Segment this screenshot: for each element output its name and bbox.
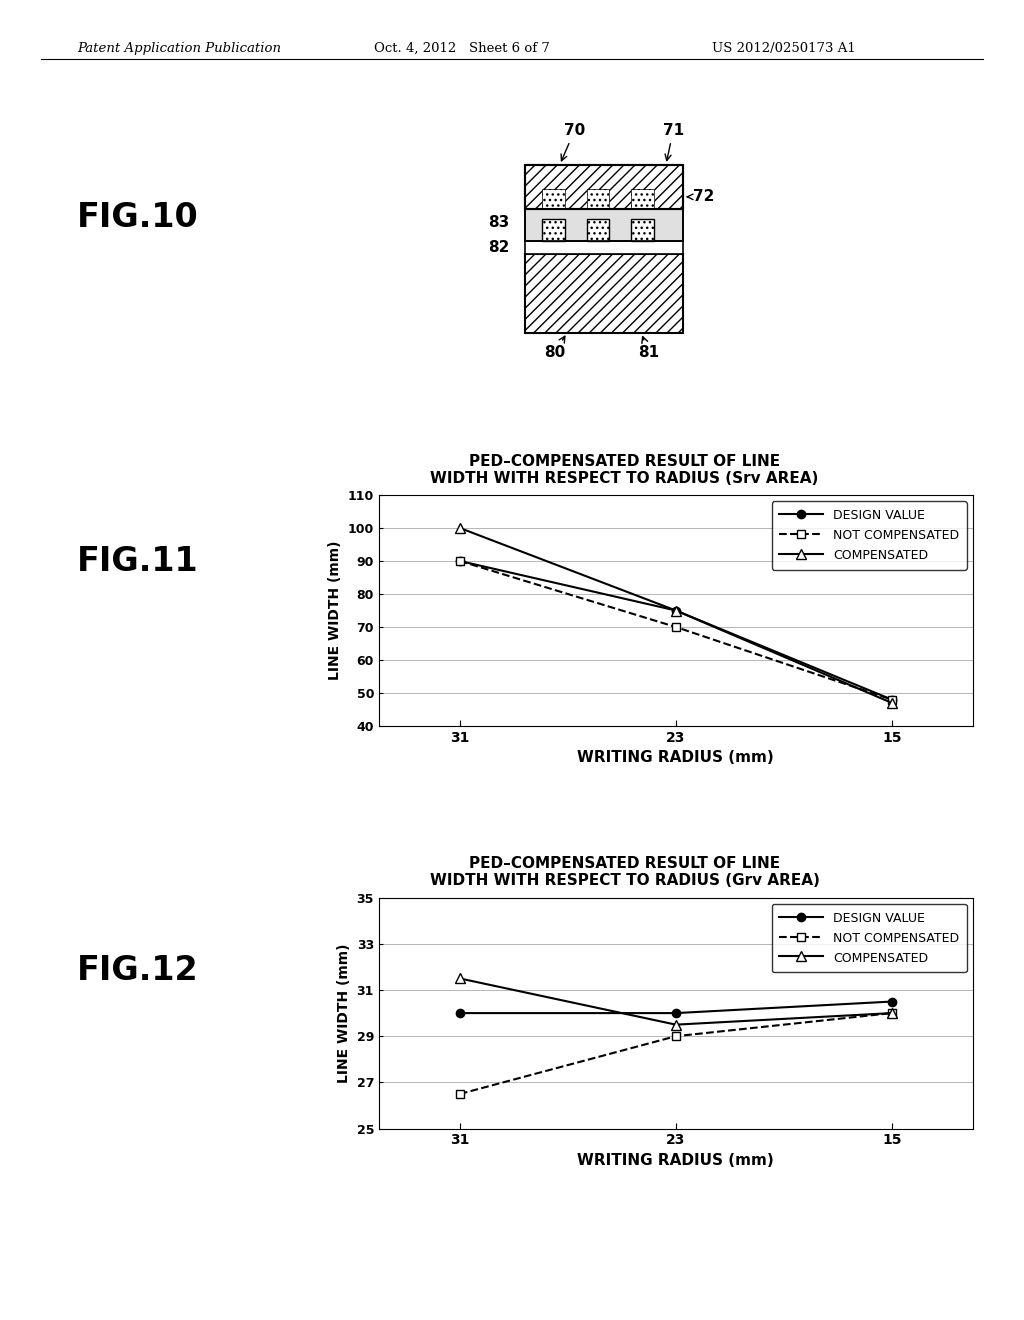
Bar (632, 219, 653, 242)
X-axis label: WRITING RADIUS (mm): WRITING RADIUS (mm) (578, 750, 774, 766)
Text: WIDTH WITH RESPECT TO RADIUS (Srv AREA): WIDTH WITH RESPECT TO RADIUS (Srv AREA) (430, 471, 819, 486)
Legend: DESIGN VALUE, NOT COMPENSATED, COMPENSATED: DESIGN VALUE, NOT COMPENSATED, COMPENSAT… (772, 904, 967, 973)
Bar (525, 253, 683, 333)
Text: PED–COMPENSATED RESULT OF LINE: PED–COMPENSATED RESULT OF LINE (469, 857, 780, 871)
Bar (543, 219, 564, 242)
Bar (632, 190, 653, 209)
Text: US 2012/0250173 A1: US 2012/0250173 A1 (712, 42, 855, 55)
Text: 71: 71 (663, 123, 684, 161)
Legend: DESIGN VALUE, NOT COMPENSATED, COMPENSATED: DESIGN VALUE, NOT COMPENSATED, COMPENSAT… (772, 502, 967, 570)
Y-axis label: LINE WIDTH (mm): LINE WIDTH (mm) (329, 541, 342, 680)
Text: 82: 82 (488, 240, 510, 255)
Bar (525, 209, 683, 242)
Bar (587, 219, 609, 242)
Text: PED–COMPENSATED RESULT OF LINE: PED–COMPENSATED RESULT OF LINE (469, 454, 780, 469)
Text: 83: 83 (488, 215, 509, 230)
Text: FIG.11: FIG.11 (77, 545, 199, 578)
Bar (525, 242, 683, 253)
Text: 70: 70 (561, 123, 585, 161)
Bar (587, 219, 609, 242)
Text: FIG.10: FIG.10 (77, 201, 199, 235)
X-axis label: WRITING RADIUS (mm): WRITING RADIUS (mm) (578, 1152, 774, 1168)
Bar (543, 190, 564, 209)
Bar (632, 190, 653, 209)
Text: Patent Application Publication: Patent Application Publication (77, 42, 281, 55)
Bar (543, 190, 564, 209)
Y-axis label: LINE WIDTH (mm): LINE WIDTH (mm) (337, 944, 351, 1082)
Bar (525, 253, 683, 333)
Bar (525, 209, 683, 242)
Bar (587, 190, 609, 209)
Text: Oct. 4, 2012   Sheet 6 of 7: Oct. 4, 2012 Sheet 6 of 7 (374, 42, 550, 55)
Text: WIDTH WITH RESPECT TO RADIUS (Grv AREA): WIDTH WITH RESPECT TO RADIUS (Grv AREA) (430, 874, 819, 888)
Bar (525, 165, 683, 209)
Bar (632, 219, 653, 242)
Text: 72: 72 (693, 189, 715, 205)
Text: 80: 80 (544, 337, 565, 360)
Bar (525, 165, 683, 209)
Bar (587, 190, 609, 209)
Text: FIG.12: FIG.12 (77, 953, 199, 987)
Bar (543, 219, 564, 242)
Bar (525, 165, 683, 209)
Bar (525, 242, 683, 253)
Text: 81: 81 (638, 337, 659, 360)
